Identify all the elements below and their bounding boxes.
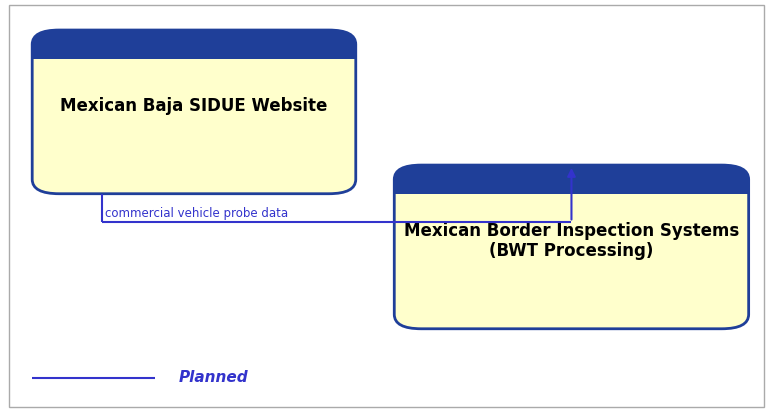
FancyBboxPatch shape xyxy=(395,165,749,194)
FancyBboxPatch shape xyxy=(32,30,355,59)
Text: Mexican Baja SIDUE Website: Mexican Baja SIDUE Website xyxy=(60,97,327,115)
Bar xyxy=(32,43,355,59)
Text: commercial vehicle probe data: commercial vehicle probe data xyxy=(106,207,288,220)
FancyBboxPatch shape xyxy=(395,165,749,329)
Text: Mexican Border Inspection Systems
(BWT Processing): Mexican Border Inspection Systems (BWT P… xyxy=(404,222,739,260)
FancyBboxPatch shape xyxy=(32,30,355,194)
Bar xyxy=(395,178,749,194)
Text: Planned: Planned xyxy=(179,370,248,385)
